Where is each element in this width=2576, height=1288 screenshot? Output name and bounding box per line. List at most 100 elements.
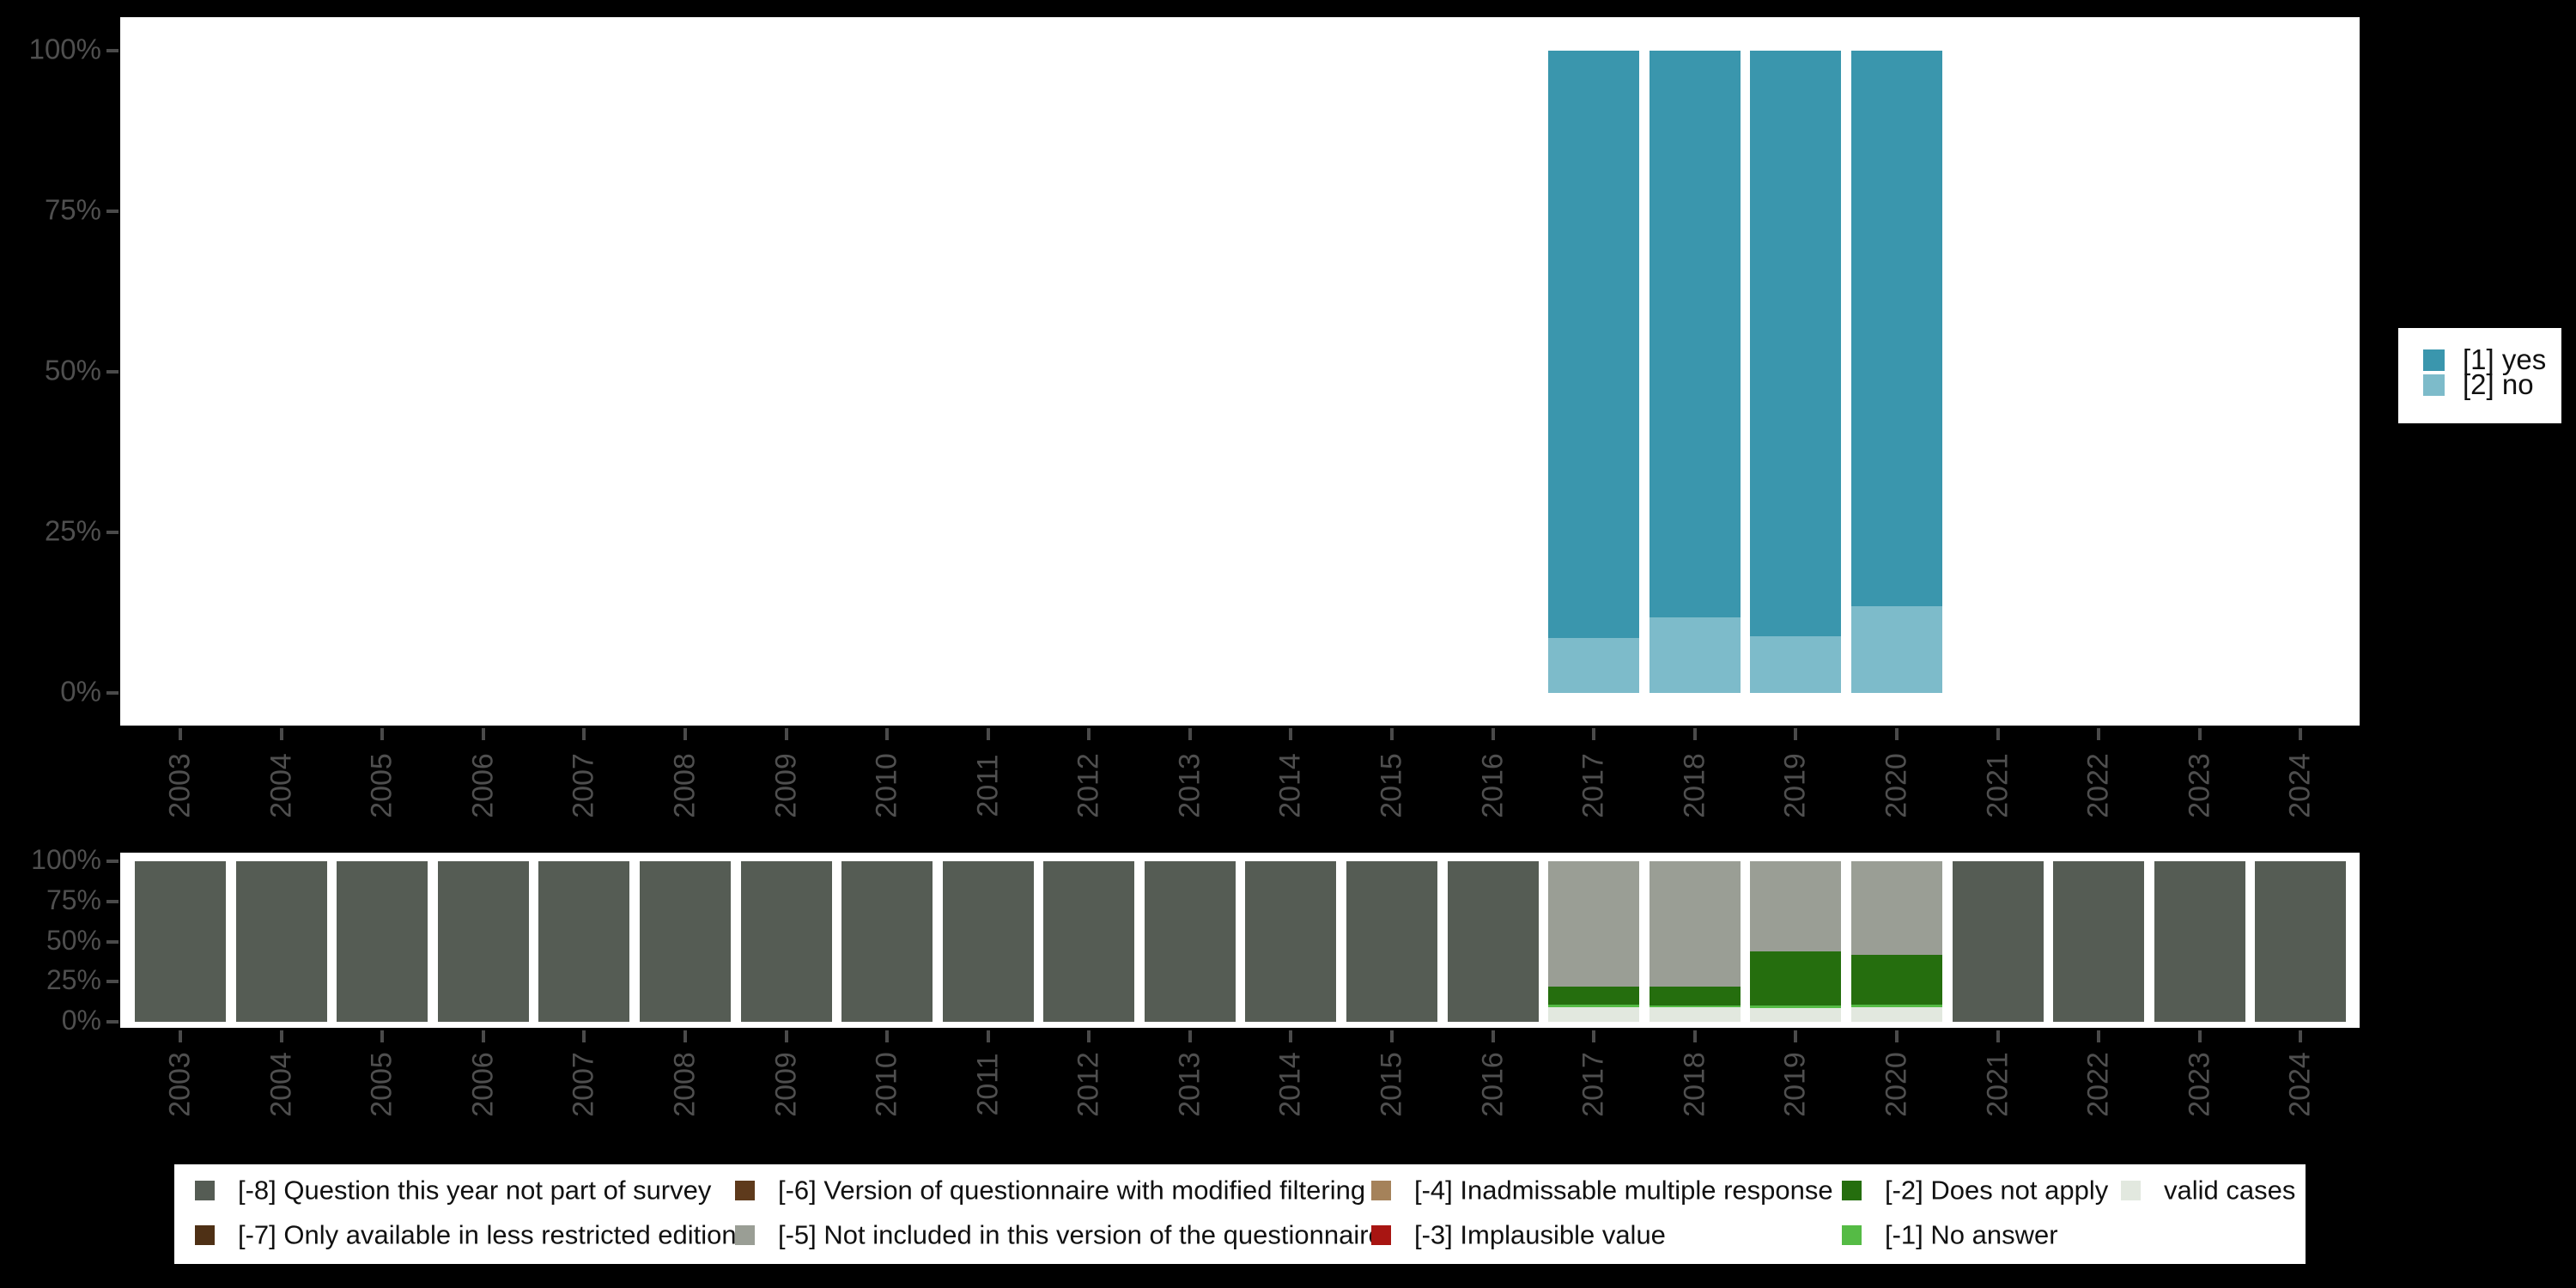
x-axis-tick — [380, 728, 385, 740]
x-axis-tick-label: 2017 — [1577, 1052, 1610, 1117]
x-axis-tick-label: 2019 — [1778, 1052, 1812, 1117]
x-axis-tick-label: 2020 — [1880, 753, 1913, 818]
x-axis-tick-label: 2016 — [1476, 1052, 1510, 1117]
bar-2012 — [1043, 861, 1135, 1022]
bar-segment — [1750, 951, 1842, 1006]
bar-segment — [1245, 861, 1337, 1022]
x-axis-tick-label: 2013 — [1173, 1052, 1206, 1117]
x-axis-tick-label: 2020 — [1880, 1052, 1913, 1117]
bar-segment — [1548, 1007, 1640, 1022]
x-axis-tick — [2097, 1030, 2101, 1042]
x-axis-tick-label: 2019 — [1778, 753, 1812, 818]
bar-2009 — [740, 861, 832, 1022]
bar-2013 — [1144, 861, 1236, 1022]
legend-swatch — [735, 1181, 755, 1200]
bar-segment — [2255, 861, 2347, 1022]
legend-swatch — [195, 1225, 215, 1245]
legend-label: [-1] No answer — [1885, 1218, 2058, 1249]
x-axis-tick — [885, 728, 890, 740]
legend-label: [-4] Inadmissable multiple response — [1414, 1174, 1833, 1205]
x-axis-tick-label: 2024 — [2283, 1052, 2317, 1117]
x-axis-tick — [1390, 728, 1394, 740]
bar-2010 — [841, 861, 933, 1022]
x-axis-tick-label: 2007 — [567, 753, 600, 818]
x-axis-tick — [1491, 728, 1495, 740]
y-axis-tick — [106, 531, 118, 534]
x-axis-tick-label: 2008 — [668, 753, 702, 818]
x-axis-tick — [1289, 728, 1293, 740]
bar-2003 — [135, 861, 226, 1022]
x-axis-tick-label: 2007 — [567, 1052, 600, 1117]
legend-swatch — [1371, 1181, 1391, 1200]
x-axis-tick-label: 2021 — [1981, 1052, 2014, 1117]
bar-segment — [1851, 955, 1943, 1005]
y-axis-tick-label: 50% — [46, 924, 101, 956]
bar-segment — [740, 861, 832, 1022]
legend-label: [-2] Does not apply — [1885, 1174, 2109, 1205]
bar-segment — [1144, 861, 1236, 1022]
legend-swatch — [2423, 349, 2445, 371]
x-axis-tick — [582, 728, 586, 740]
x-axis-tick — [179, 728, 182, 740]
x-axis-tick — [1692, 1030, 1697, 1042]
bar-segment — [1447, 861, 1539, 1022]
x-axis-tick — [2197, 728, 2202, 740]
bar-segment — [1548, 51, 1640, 638]
bar-segment — [1952, 861, 2044, 1022]
bar-segment — [1750, 636, 1842, 693]
legend-swatch — [1371, 1225, 1391, 1245]
x-axis-tick — [481, 1030, 485, 1042]
x-axis-tick — [1188, 728, 1192, 740]
bar-segment — [135, 861, 226, 1022]
bar-segment — [1548, 1005, 1640, 1008]
x-axis-tick-label: 2014 — [1273, 1052, 1307, 1117]
x-axis-tick — [582, 1030, 586, 1042]
x-axis-tick — [1289, 1030, 1293, 1042]
x-axis-tick — [1794, 728, 1798, 740]
x-axis-tick-label: 2006 — [466, 753, 500, 818]
x-axis-tick-label: 2023 — [2183, 1052, 2216, 1117]
legend-swatch — [1842, 1181, 1862, 1200]
x-axis-tick — [1592, 1030, 1596, 1042]
bar-segment — [1548, 637, 1640, 693]
x-axis-tick-label: 2018 — [1678, 1052, 1711, 1117]
x-axis-tick — [1895, 1030, 1899, 1042]
bar-segment — [1649, 51, 1741, 617]
legend-right-panel: [1] yes [2] no — [2398, 328, 2561, 423]
y-axis-tick — [106, 939, 118, 944]
legend-bottom-panel: [-8] Question this year not part of surv… — [174, 1164, 2306, 1264]
bar-segment — [1851, 861, 1943, 956]
x-axis-tick-label: 2005 — [365, 1052, 398, 1117]
bar-segment — [942, 861, 1034, 1022]
bar-segment — [1750, 1008, 1842, 1022]
bar-segment — [437, 861, 529, 1022]
legend-swatch — [2121, 1181, 2141, 1200]
bar-2016 — [1447, 861, 1539, 1022]
x-axis-tick-label: 2015 — [1375, 753, 1408, 818]
x-axis-tick-label: 2009 — [769, 753, 803, 818]
x-axis-tick — [2097, 728, 2101, 740]
y-axis-tick — [106, 210, 118, 213]
bar-2018 — [1649, 861, 1741, 1022]
x-axis-tick — [1895, 728, 1899, 740]
legend-swatch — [195, 1181, 215, 1200]
y-axis-tick — [106, 691, 118, 695]
y-axis-tick — [106, 49, 118, 52]
x-axis-tick-label: 2003 — [163, 1052, 197, 1117]
x-axis-tick — [1592, 728, 1596, 740]
y-axis-tick — [106, 1020, 118, 1024]
legend-swatch — [735, 1225, 755, 1245]
bar-segment — [1750, 1005, 1842, 1009]
y-axis-tick — [106, 980, 118, 984]
x-axis-tick — [2299, 1030, 2303, 1042]
bar-2008 — [639, 861, 731, 1022]
y-axis-tick-label: 100% — [28, 33, 101, 65]
bar-segment — [841, 861, 933, 1022]
x-axis-tick — [380, 1030, 385, 1042]
legend-label: [-8] Question this year not part of surv… — [238, 1174, 712, 1205]
bar-2015 — [1346, 861, 1438, 1022]
bar-2017 — [1548, 51, 1640, 693]
x-axis-tick-label: 2011 — [971, 1053, 1005, 1116]
legend-label: [1] yes — [2463, 343, 2547, 375]
x-axis-tick — [1188, 1030, 1192, 1042]
